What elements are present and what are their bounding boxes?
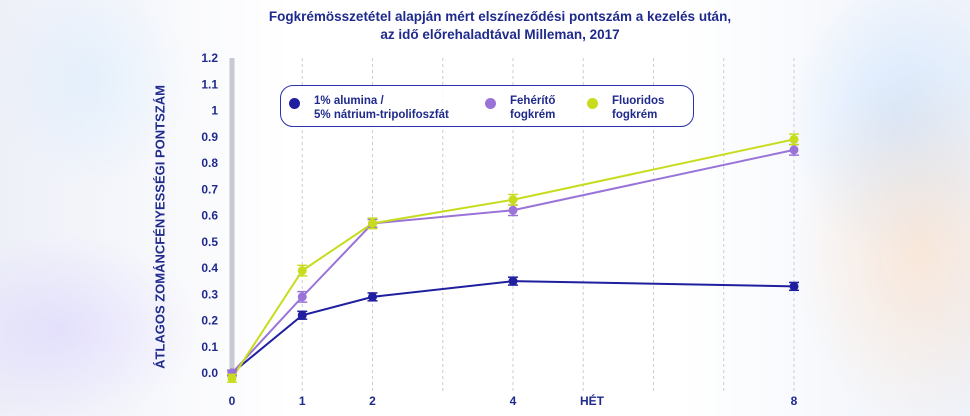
data-point (297, 310, 307, 320)
y-axis-line (229, 58, 235, 378)
y-tick-label: 1.1 (201, 77, 218, 91)
y-tick-label: 0.5 (201, 235, 218, 249)
data-point (789, 145, 799, 155)
x-tick-label: 8 (791, 394, 798, 408)
data-point (368, 218, 377, 228)
chart-title: Fogkrémösszetétel alapján mért elszínező… (180, 8, 820, 44)
x-axis-label: HÉT (580, 393, 605, 408)
chart-title-line-1: Fogkrémösszetétel alapján mért elszínező… (268, 9, 732, 24)
x-tick-label: 0 (229, 394, 236, 408)
y-tick-label: 0.3 (201, 287, 218, 301)
legend-item-whitening: Fehérítő fogkrém (485, 94, 555, 122)
y-tick-label: 0.9 (201, 130, 218, 144)
chart-title-line-2: az idő előrehaladtával Milleman, 2017 (380, 27, 620, 42)
x-tick-label: 4 (510, 394, 517, 408)
y-tick-label: 0.2 (201, 314, 218, 328)
x-tick-label: 1 (299, 394, 306, 408)
y-tick-label: 1.2 (201, 51, 218, 65)
legend-marker (485, 98, 496, 109)
legend-label: Fehérítő fogkrém (510, 95, 556, 121)
legend: 1% alumina / 5% nátrium-tripolifoszfát F… (280, 85, 694, 127)
series-points (227, 133, 799, 383)
y-tick-label: 0.8 (201, 156, 218, 170)
legend-item-alumina: 1% alumina / 5% nátrium-tripolifoszfát (289, 94, 449, 122)
y-tick-label: 0.4 (201, 261, 218, 275)
data-point (789, 134, 799, 144)
data-point (508, 195, 518, 205)
data-point (789, 281, 799, 291)
legend-item-fluoride: Fluoridos fogkrém (587, 94, 664, 122)
legend-marker (289, 98, 300, 109)
y-tick-labels: 0.0 0.1 0.2 0.3 0.4 0.5 0.6 0.7 0.8 0.9 1 1.1 1.2 (201, 51, 218, 380)
legend-marker (587, 98, 598, 109)
y-tick-label: 1 (211, 104, 218, 118)
y-axis (229, 58, 235, 378)
x-tick-labels: 0 1 2 4 8 HÉT (229, 393, 798, 408)
legend-label: 1% alumina / 5% nátrium-tripolifoszfát (314, 95, 449, 121)
data-point (297, 266, 307, 276)
y-tick-label: 0.6 (201, 209, 218, 223)
y-tick-label: 0.0 (201, 366, 218, 380)
x-tick-label: 2 (369, 394, 376, 408)
data-point (508, 276, 518, 286)
y-tick-label: 0.7 (201, 182, 218, 196)
data-point (368, 292, 377, 302)
y-tick-label: 0.1 (201, 340, 218, 354)
data-point (227, 373, 237, 383)
data-point (297, 292, 307, 302)
legend-label: Fluoridos fogkrém (612, 95, 665, 121)
data-point (508, 205, 518, 215)
